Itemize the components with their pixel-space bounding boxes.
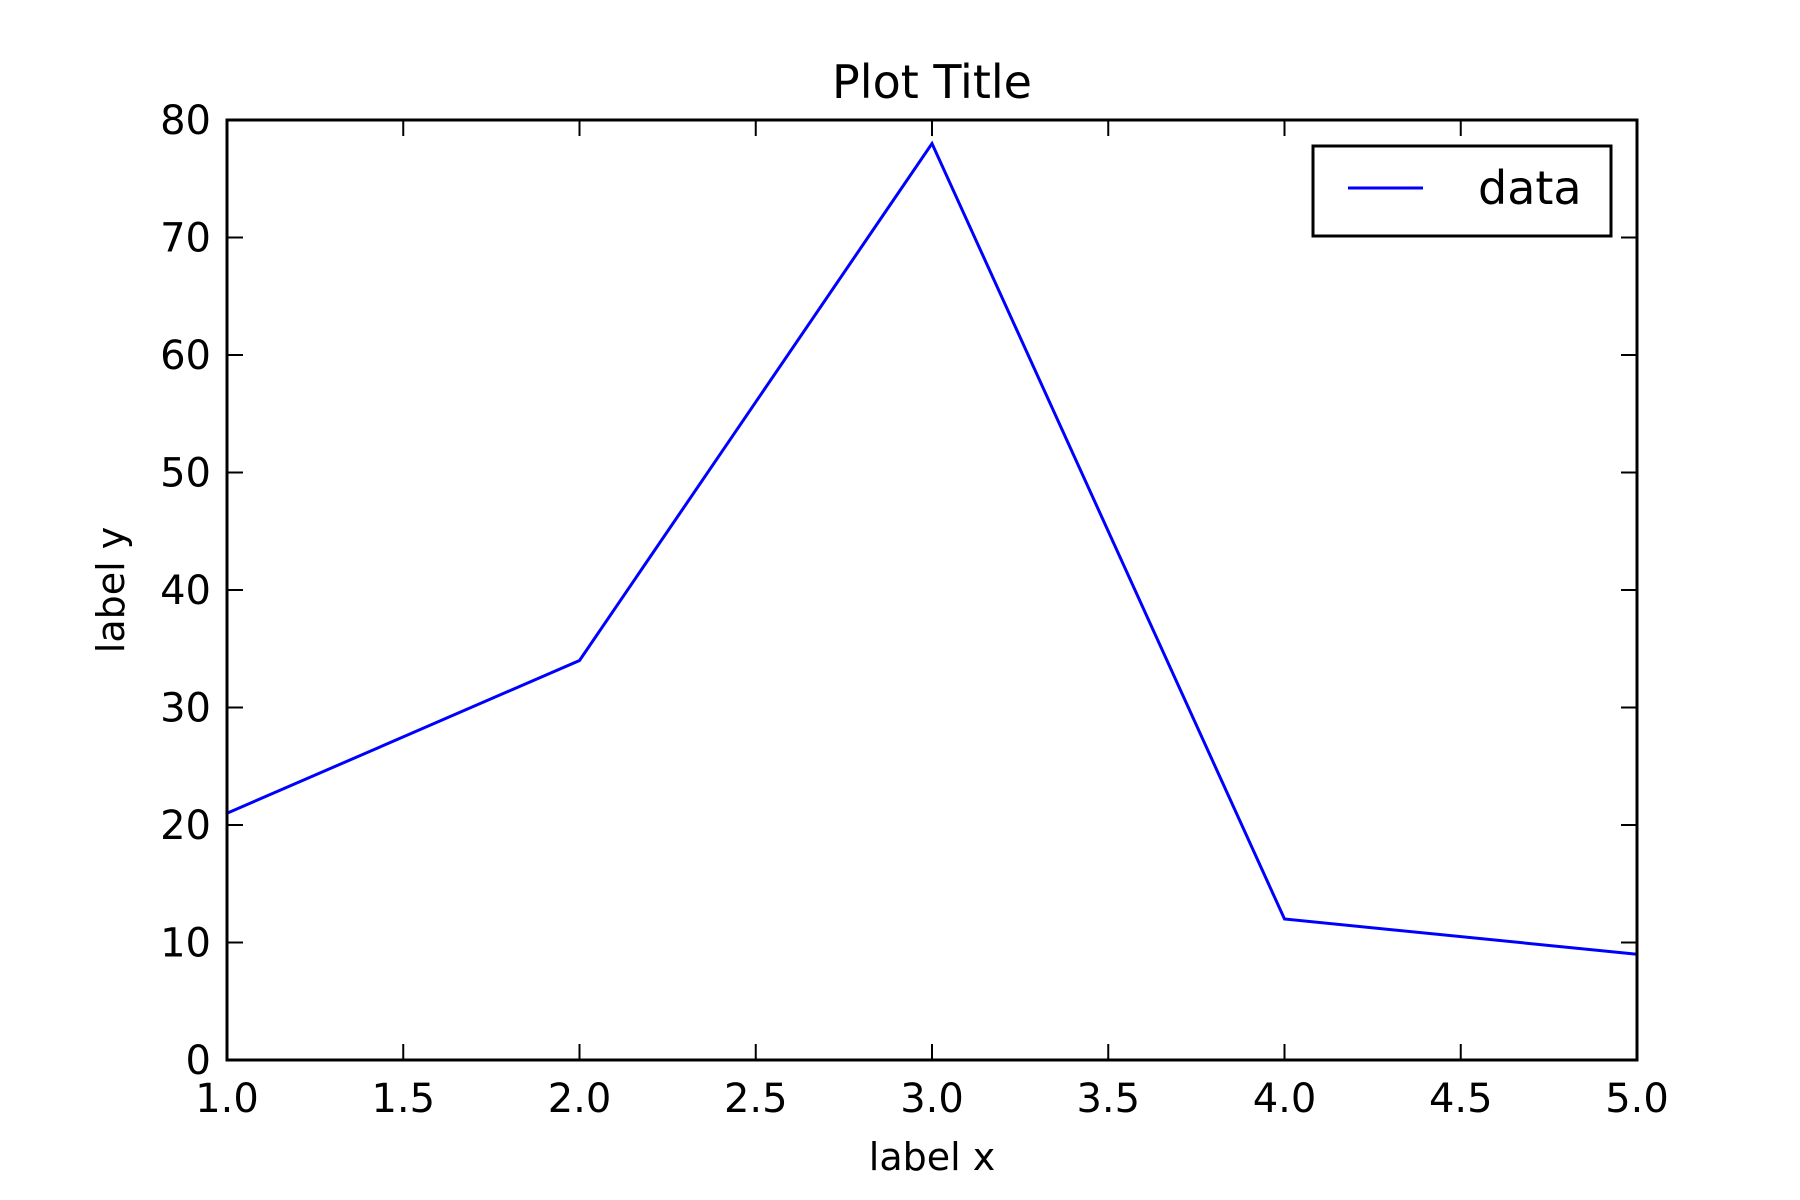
x-tick-label: 3.5 [1076,1076,1140,1122]
ticks-layer: 1.0 1.5 2.0 2.5 3.0 3.5 4.0 4.5 5.0 0 10 20 30 40 50 60… [160,98,1669,1122]
x-tick-label: 4.5 [1429,1076,1493,1122]
y-tick-label: 20 [160,803,211,849]
y-axis-label: label y [89,527,133,653]
x-tick-label: 5.0 [1605,1076,1669,1122]
y-tick-label: 80 [160,98,211,144]
legend-box [1311,144,1613,238]
data-point [1284,918,1285,920]
legend: data [1311,144,1613,238]
x-axis-label: label x [869,1135,995,1179]
legend-label: data [1478,161,1582,215]
y-tick-label: 60 [160,333,211,379]
data-point [931,143,933,144]
x-tick-label: 1.0 [195,1076,259,1122]
y-tick-label: 10 [160,921,211,967]
x-tick-label: 2.5 [724,1076,788,1122]
x-tick-label: 4.0 [1253,1076,1317,1122]
y-tick-label: 0 [186,1038,211,1084]
y-tick-label: 50 [160,451,211,497]
x-tick-label: 1.5 [371,1076,435,1122]
plot-frame [225,118,1639,1062]
series-layer [226,140,1638,956]
x-tick-label: 3.0 [900,1076,964,1122]
series-line-data [226,140,1638,956]
data-point [579,660,580,661]
chart-title: Plot Title [832,55,1032,109]
y-tick-label: 30 [160,686,211,732]
y-tick-label: 40 [160,568,211,614]
x-tick-label: 2.0 [548,1076,612,1122]
y-tick-label: 70 [160,216,211,262]
